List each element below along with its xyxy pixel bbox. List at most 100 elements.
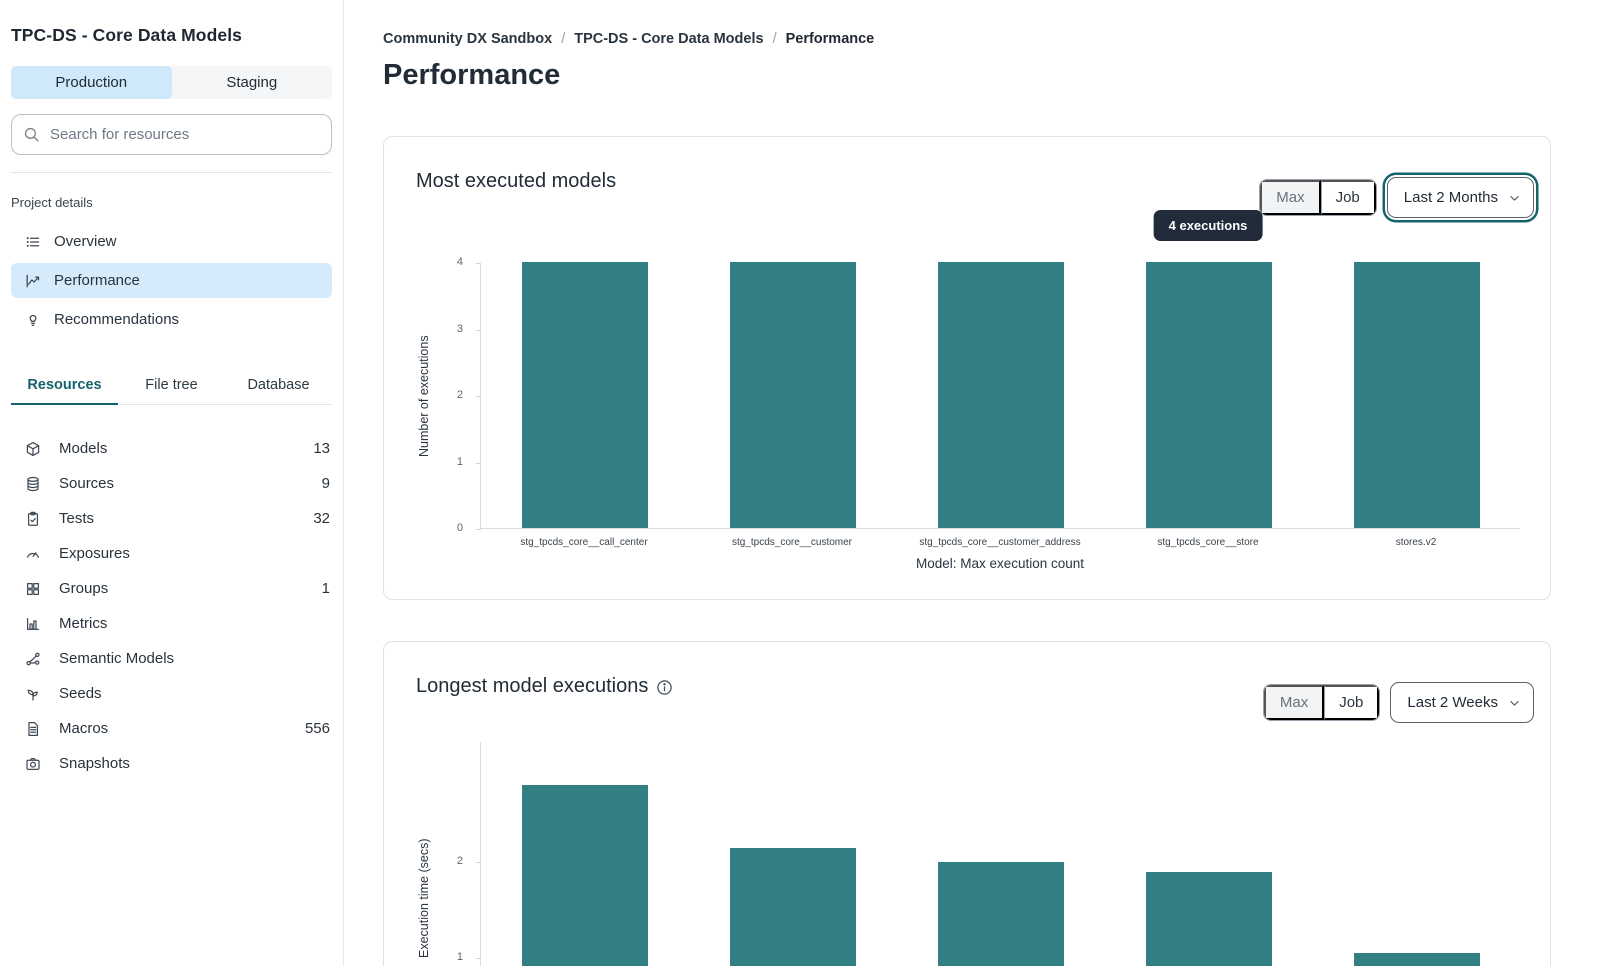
- resource-label: Exposures: [59, 545, 130, 562]
- resource-tabs: Resources File tree Database: [11, 369, 332, 405]
- tab-file-tree[interactable]: File tree: [145, 377, 198, 393]
- lightbulb-icon: [25, 312, 41, 328]
- resource-label: Metrics: [59, 615, 108, 632]
- resource-count: 13: [313, 440, 330, 457]
- resource-label: Tests: [59, 510, 95, 527]
- breadcrumb-item-community-dx-sandbox[interactable]: Community DX Sandbox: [383, 31, 553, 47]
- date-range-dropdown[interactable]: Last 2 Months: [1386, 177, 1534, 218]
- env-tab-staging[interactable]: Staging: [226, 74, 278, 91]
- bar[interactable]: [938, 862, 1064, 966]
- sidebar-item-exposures[interactable]: Exposures: [11, 536, 332, 571]
- max-button[interactable]: Max: [1260, 180, 1321, 215]
- resource-count: 32: [313, 510, 330, 527]
- chart-tooltip: 4 executions: [1153, 210, 1263, 241]
- sidebar-item-seeds[interactable]: Seeds: [11, 676, 332, 711]
- x-tick-label: stg_tpcds_core__store: [1157, 537, 1259, 548]
- network-icon: [25, 651, 41, 667]
- breadcrumb-item-tpc-ds-core-data-models[interactable]: TPC-DS - Core Data Models: [574, 31, 764, 47]
- x-tick-label: stg_tpcds_core__customer_address: [919, 537, 1081, 548]
- bar[interactable]: [730, 847, 856, 966]
- sidebar-item-label: Overview: [54, 233, 117, 250]
- sidebar-item-label: Recommendations: [54, 311, 180, 328]
- env-tab-production[interactable]: Production: [11, 66, 172, 99]
- sidebar-item-recommendations[interactable]: Recommendations: [11, 302, 332, 337]
- bar[interactable]: [1354, 262, 1480, 528]
- x-tick-label: stg_tpcds_core__customer: [731, 537, 853, 548]
- resource-count: 556: [304, 720, 330, 737]
- y-tick-label: 0: [456, 522, 463, 534]
- resource-count: 1: [321, 580, 330, 597]
- breadcrumb-separator: /: [772, 31, 777, 47]
- bar[interactable]: [1354, 953, 1480, 966]
- gauge-icon: [25, 546, 41, 562]
- bar-chart-icon: [25, 616, 41, 632]
- date-range-dropdown[interactable]: Last 2 Weeks: [1390, 682, 1534, 723]
- search-icon: [23, 126, 40, 148]
- sidebar-item-models[interactable]: Models 13: [11, 431, 332, 466]
- bar[interactable]: [1146, 871, 1272, 966]
- resource-label: Semantic Models: [59, 650, 175, 667]
- sidebar-item-overview[interactable]: Overview: [11, 224, 332, 259]
- job-button[interactable]: Job: [1320, 180, 1376, 215]
- card-title: Most executed models: [416, 170, 617, 192]
- resource-label: Snapshots: [59, 755, 130, 772]
- sidebar-item-label: Performance: [54, 272, 140, 289]
- date-range-value: Last 2 Months: [1403, 189, 1498, 206]
- chevron-down-icon: [1508, 192, 1521, 205]
- y-tick-label: 1: [456, 951, 463, 963]
- plot-area: [480, 262, 1520, 529]
- sidebar-item-macros[interactable]: Macros 556: [11, 711, 332, 746]
- resource-label: Models: [59, 440, 108, 457]
- sidebar-item-performance[interactable]: Performance: [11, 263, 332, 298]
- sidebar-item-snapshots[interactable]: Snapshots: [11, 746, 332, 781]
- sidebar-item-sources[interactable]: Sources 9: [11, 466, 332, 501]
- sidebar-item-tests[interactable]: Tests 32: [11, 501, 332, 536]
- resource-label: Macros: [59, 720, 109, 737]
- resource-label: Sources: [59, 475, 115, 492]
- environment-toggle: Production Staging: [11, 66, 332, 99]
- job-button[interactable]: Job: [1324, 685, 1380, 720]
- project-details-label: Project details: [11, 195, 93, 210]
- bar[interactable]: [1146, 262, 1272, 528]
- sidebar-item-metrics[interactable]: Metrics: [11, 606, 332, 641]
- resource-label: Groups: [59, 580, 109, 597]
- breadcrumb: Community DX Sandbox / TPC-DS - Core Data …: [383, 31, 874, 47]
- info-icon[interactable]: [656, 679, 673, 696]
- breadcrumb-separator: /: [561, 31, 566, 47]
- card-title: Longest model executions: [416, 675, 649, 697]
- x-tick-label: stg_tpcds_core__call_center: [520, 537, 648, 548]
- cube-icon: [25, 441, 41, 457]
- resource-count: 9: [321, 475, 330, 492]
- max-job-toggle: Max Job: [1262, 684, 1381, 721]
- date-range-value: Last 2 Weeks: [1407, 694, 1498, 711]
- breadcrumb-item-performance: Performance: [785, 31, 875, 47]
- resource-label: Seeds: [59, 685, 102, 702]
- chevron-down-icon: [1508, 697, 1521, 710]
- y-tick-mark: [476, 958, 481, 959]
- tab-database[interactable]: Database: [247, 377, 310, 393]
- sidebar-item-semantic-models[interactable]: Semantic Models: [11, 641, 332, 676]
- y-tick-mark: [476, 529, 481, 530]
- bar[interactable]: [522, 262, 648, 528]
- search-input[interactable]: [11, 114, 332, 155]
- sidebar-item-groups[interactable]: Groups 1: [11, 571, 332, 606]
- bar[interactable]: [938, 262, 1064, 528]
- grid-icon: [25, 581, 41, 597]
- most-executed-models-card: Most executed models Max Job Last 2 Month…: [383, 136, 1551, 600]
- clipboard-icon: [25, 511, 41, 527]
- bar[interactable]: [522, 785, 648, 966]
- y-tick-label: 3: [456, 322, 463, 335]
- y-tick-label: 2: [456, 389, 463, 401]
- y-tick-mark: [476, 462, 481, 464]
- tab-resources[interactable]: Resources: [11, 369, 118, 405]
- x-tick-label: stores.v2: [1395, 537, 1437, 548]
- bar-chart: Execution time (secs) 1 2: [384, 642, 1550, 966]
- project-nav: Overview Performance Recommendations: [11, 224, 332, 337]
- max-button[interactable]: Max: [1263, 685, 1325, 720]
- y-tick-mark: [476, 263, 481, 264]
- bar[interactable]: [730, 262, 856, 528]
- page-title: Performance: [383, 59, 561, 91]
- list-icon: [25, 234, 41, 250]
- y-axis-label: Execution time (secs): [417, 838, 431, 958]
- x-axis-labels: stg_tpcds_core__call_center stg_tpcds_cor…: [480, 537, 1520, 548]
